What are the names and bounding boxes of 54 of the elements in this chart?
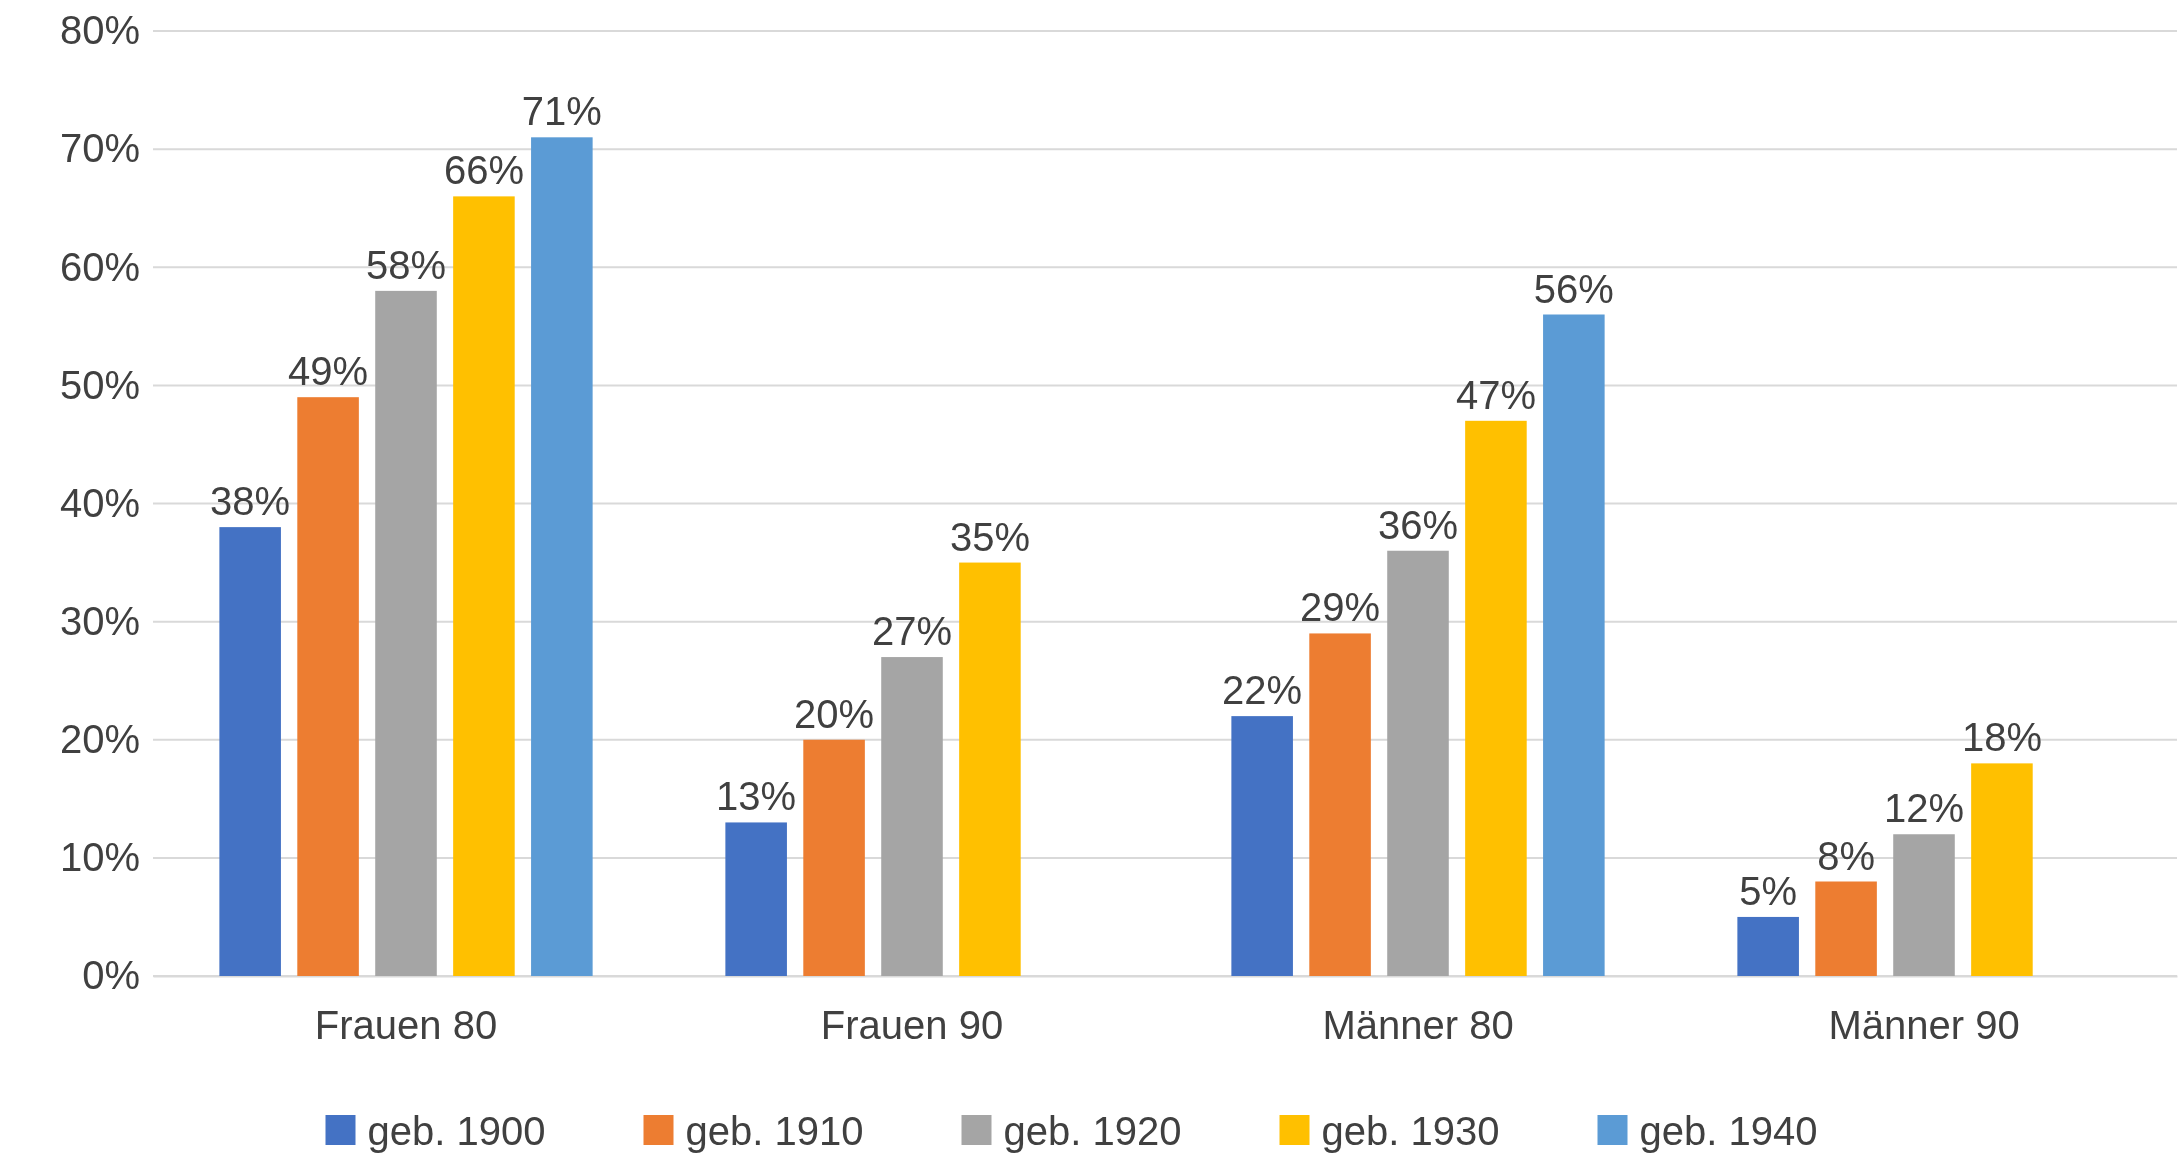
data-label: 38% bbox=[210, 479, 291, 524]
y-tick-label: 80% bbox=[59, 8, 140, 53]
bar bbox=[1387, 550, 1449, 976]
data-label: 20% bbox=[794, 691, 875, 736]
data-label: 27% bbox=[871, 609, 953, 654]
legend-label: geb. 1930 bbox=[1321, 1109, 1500, 1153]
data-label: 71% bbox=[521, 89, 602, 134]
data-label: 47% bbox=[1455, 372, 1536, 417]
y-tick-label: 0% bbox=[82, 953, 140, 998]
bar bbox=[1543, 314, 1605, 976]
bar bbox=[1309, 633, 1371, 976]
data-label: 66% bbox=[443, 148, 524, 193]
bar bbox=[959, 562, 1021, 976]
data-label: 13% bbox=[716, 774, 797, 819]
y-tick-label: 20% bbox=[59, 717, 140, 762]
data-label: 8% bbox=[1817, 833, 1875, 878]
bar bbox=[1465, 420, 1527, 976]
bar bbox=[1231, 716, 1293, 976]
x-tick-label: Männer 80 bbox=[1322, 1003, 1514, 1047]
bar bbox=[1971, 763, 2033, 976]
y-tick-label: 70% bbox=[59, 126, 140, 171]
x-tick-label: Frauen 90 bbox=[820, 1003, 1004, 1047]
data-label: 22% bbox=[1222, 668, 1303, 713]
y-tick-label: 40% bbox=[59, 480, 140, 525]
y-tick-label: 30% bbox=[59, 598, 140, 643]
data-label: 5% bbox=[1739, 868, 1798, 913]
y-tick-label: 10% bbox=[59, 835, 140, 880]
data-label: 58% bbox=[365, 242, 447, 287]
bar bbox=[1893, 834, 1955, 976]
bar bbox=[531, 137, 593, 976]
data-label: 56% bbox=[1533, 266, 1614, 311]
bar bbox=[881, 657, 943, 976]
bar bbox=[803, 739, 865, 976]
bar bbox=[297, 397, 359, 976]
y-tick-label: 60% bbox=[59, 244, 140, 289]
data-label: 35% bbox=[949, 514, 1030, 559]
data-label: 49% bbox=[288, 349, 369, 394]
x-tick-label: Frauen 80 bbox=[314, 1003, 498, 1047]
legend-label: geb. 1900 bbox=[367, 1109, 546, 1153]
bar bbox=[219, 527, 281, 976]
legend-label: geb. 1940 bbox=[1639, 1109, 1818, 1153]
data-label: 29% bbox=[1300, 585, 1381, 630]
bar bbox=[453, 196, 515, 976]
bar bbox=[725, 822, 787, 976]
bar bbox=[375, 290, 437, 976]
data-label: 36% bbox=[1377, 502, 1459, 547]
data-label: 18% bbox=[1961, 715, 2042, 760]
bar bbox=[1737, 916, 1799, 976]
legend-label: geb. 1910 bbox=[685, 1109, 864, 1153]
x-tick-label: Männer 90 bbox=[1828, 1003, 2020, 1047]
y-tick-label: 50% bbox=[59, 362, 140, 407]
data-label: 12% bbox=[1883, 786, 1965, 831]
legend-label: geb. 1920 bbox=[1003, 1109, 1182, 1153]
bar bbox=[1815, 881, 1877, 976]
